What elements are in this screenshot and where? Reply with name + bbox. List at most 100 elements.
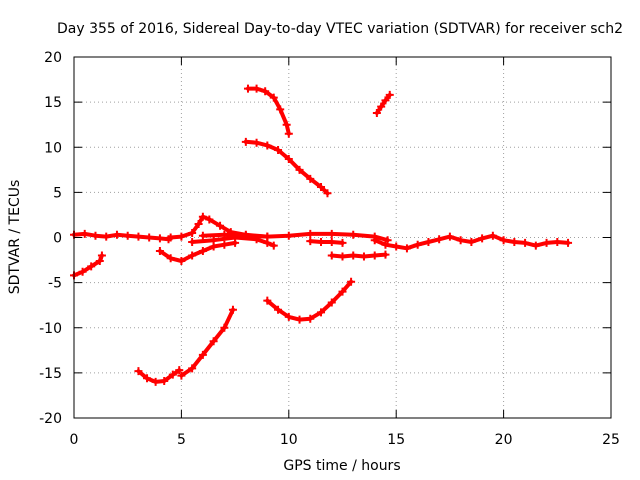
data-point bbox=[198, 231, 207, 240]
data-point bbox=[252, 138, 261, 147]
x-tick-label: 5 bbox=[177, 432, 186, 448]
y-tick-label: -5 bbox=[48, 276, 62, 292]
data-point bbox=[241, 231, 250, 240]
series-track-7 bbox=[134, 366, 184, 386]
data-point bbox=[177, 256, 186, 265]
data-point bbox=[445, 232, 454, 241]
data-point bbox=[160, 376, 169, 385]
data-point bbox=[175, 366, 184, 375]
data-point bbox=[80, 229, 89, 238]
data-point bbox=[220, 323, 229, 332]
data-point bbox=[383, 236, 392, 245]
data-point bbox=[295, 315, 304, 324]
data-point bbox=[274, 305, 283, 314]
data-point bbox=[134, 367, 143, 376]
y-tick-label: -10 bbox=[39, 321, 62, 337]
data-point bbox=[209, 236, 218, 245]
data-point bbox=[134, 232, 143, 241]
data-point bbox=[263, 232, 272, 241]
tick-labels: 0 5 10 15 20 25 -20 -15 -10 -5 0 5 10 15 20 bbox=[39, 50, 620, 448]
data-point bbox=[228, 305, 237, 314]
data-point bbox=[295, 165, 304, 174]
data-point bbox=[112, 230, 121, 239]
x-tick-label: 20 bbox=[495, 432, 513, 448]
data-point bbox=[413, 240, 422, 249]
data-point bbox=[327, 251, 336, 260]
data-point bbox=[166, 254, 175, 263]
data-point bbox=[97, 251, 106, 260]
y-axis-title: SDTVAR / TECUs bbox=[7, 180, 23, 295]
x-tick-label: 15 bbox=[387, 432, 405, 448]
data-point bbox=[155, 247, 164, 256]
data-point bbox=[284, 312, 293, 321]
y-tick-label: 20 bbox=[44, 50, 62, 66]
x-tick-label: 25 bbox=[602, 432, 620, 448]
data-point bbox=[276, 105, 285, 114]
data-point bbox=[338, 238, 347, 247]
series-track-8 bbox=[177, 305, 237, 380]
data-point bbox=[194, 219, 203, 228]
data-point bbox=[317, 238, 326, 247]
data-point bbox=[317, 182, 326, 191]
data-point bbox=[220, 240, 229, 249]
data-point bbox=[188, 251, 197, 260]
y-tick-label: 0 bbox=[53, 231, 62, 247]
data-point bbox=[488, 231, 497, 240]
data-point bbox=[392, 242, 401, 251]
data-point bbox=[143, 374, 152, 383]
data-point bbox=[306, 314, 315, 323]
series-track-13 bbox=[327, 250, 390, 261]
data-point bbox=[564, 238, 573, 247]
y-tick-label: -15 bbox=[39, 366, 62, 382]
data-point bbox=[456, 236, 465, 245]
data-point bbox=[402, 244, 411, 253]
x-tick-label: 0 bbox=[70, 432, 79, 448]
axis-ticks bbox=[73, 56, 612, 419]
series-track-11 bbox=[263, 277, 356, 324]
series-track-6 bbox=[198, 229, 392, 245]
data-point bbox=[209, 337, 218, 346]
data-point bbox=[381, 96, 390, 105]
data-point bbox=[327, 229, 336, 238]
data-point bbox=[261, 87, 270, 96]
series-line bbox=[200, 231, 390, 243]
series-track-10 bbox=[241, 137, 332, 198]
data-point bbox=[269, 93, 278, 102]
data-point bbox=[327, 298, 336, 307]
data-point bbox=[478, 234, 487, 243]
data-point bbox=[521, 238, 530, 247]
data-point bbox=[155, 234, 164, 243]
data-point bbox=[531, 241, 540, 250]
data-point bbox=[188, 238, 197, 247]
data-point bbox=[166, 233, 175, 242]
data-point bbox=[243, 84, 252, 93]
series-track-15 bbox=[370, 231, 573, 253]
data-point bbox=[424, 238, 433, 247]
series-track-9 bbox=[243, 84, 293, 138]
data-point bbox=[78, 267, 87, 276]
data-point bbox=[372, 108, 381, 117]
data-point bbox=[370, 251, 379, 260]
data-point bbox=[284, 154, 293, 163]
series-line bbox=[308, 239, 345, 245]
data-point bbox=[263, 296, 272, 305]
data-point bbox=[91, 231, 100, 240]
data-point bbox=[510, 238, 519, 247]
data-point bbox=[252, 84, 261, 93]
data-point bbox=[370, 236, 379, 245]
data-point bbox=[381, 250, 390, 259]
x-tick-label: 10 bbox=[280, 432, 298, 448]
data-point bbox=[306, 174, 315, 183]
data-point bbox=[282, 120, 291, 129]
series-track-12 bbox=[306, 237, 347, 247]
data-point bbox=[323, 189, 332, 198]
data-point bbox=[553, 238, 562, 247]
data-point bbox=[435, 235, 444, 244]
data-point bbox=[385, 90, 394, 99]
data-point bbox=[338, 287, 347, 296]
data-point bbox=[102, 232, 111, 241]
y-tick-label: -20 bbox=[39, 411, 62, 427]
data-point bbox=[284, 129, 293, 138]
chart-title: Day 355 of 2016, Sidereal Day-to-day VTE… bbox=[57, 21, 623, 37]
